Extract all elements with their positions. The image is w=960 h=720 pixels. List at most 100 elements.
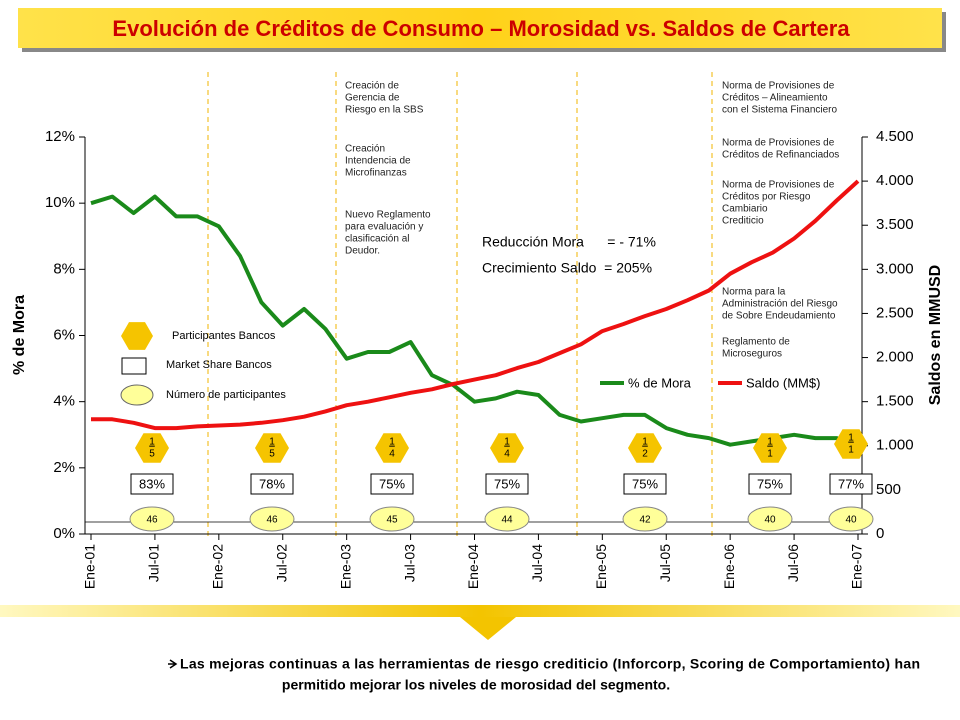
marker-legend-label: Market Share Bancos bbox=[166, 359, 272, 371]
y-tick-label: 6% bbox=[53, 326, 75, 343]
annotation: Microseguros bbox=[722, 349, 782, 360]
market-share-label: 75% bbox=[379, 476, 405, 491]
x-tick-label: Ene-02 bbox=[210, 544, 226, 589]
annotation: Deudor. bbox=[345, 246, 380, 257]
x-tick-label: Jul-01 bbox=[146, 544, 162, 582]
banks-hexagon bbox=[834, 429, 868, 459]
x-tick-label: Jul-03 bbox=[401, 544, 417, 582]
y2-tick-label: 1.500 bbox=[876, 393, 914, 410]
market-share-box bbox=[748, 473, 792, 495]
market-share-box bbox=[623, 473, 667, 495]
y-axis-label: % de Mora bbox=[11, 295, 28, 375]
divider-arrow bbox=[460, 617, 516, 640]
legend-box bbox=[121, 357, 147, 375]
banks-digit: 2 bbox=[642, 449, 648, 460]
participants-label: 40 bbox=[845, 515, 857, 526]
banks-digit: 1 bbox=[848, 433, 854, 444]
banks-digit: 1 bbox=[504, 437, 510, 448]
banks-hexagon bbox=[255, 433, 289, 463]
legend-hexagon bbox=[121, 322, 153, 350]
annotation: Administración del Riesgo bbox=[722, 299, 838, 310]
marker-legend-label: Participantes Bancos bbox=[172, 330, 276, 342]
participants-label: 42 bbox=[639, 515, 651, 526]
y2-tick-label: 1.000 bbox=[876, 437, 914, 454]
summary-text: Crecimiento Saldo = 205% bbox=[482, 260, 652, 276]
annotation: Norma de Provisiones de bbox=[722, 180, 835, 191]
market-share-label: 83% bbox=[139, 476, 165, 491]
annotation: Créditos de Refinanciados bbox=[722, 150, 839, 161]
footer-text: Las mejoras continuas a las herramientas… bbox=[180, 656, 920, 672]
annotation: Cambiario bbox=[722, 204, 768, 215]
participants-ellipse bbox=[484, 506, 530, 532]
banks-digit: 1 bbox=[767, 449, 773, 460]
market-share-label: 77% bbox=[838, 476, 864, 491]
participants-label: 44 bbox=[501, 515, 513, 526]
y-tick-label: 2% bbox=[53, 459, 75, 476]
x-tick-label: Jul-04 bbox=[529, 544, 545, 582]
banks-hexagon bbox=[753, 433, 787, 463]
y2-tick-label: 0 bbox=[876, 525, 884, 542]
annotation: Norma para la bbox=[722, 287, 786, 298]
banks-digit: 4 bbox=[504, 449, 510, 460]
annotation: de Sobre Endeudamiento bbox=[722, 311, 836, 322]
participants-label: 46 bbox=[146, 515, 158, 526]
banks-digit: 1 bbox=[848, 445, 854, 456]
legend-label: Saldo (MM$) bbox=[746, 375, 820, 390]
y-tick-label: 0% bbox=[53, 525, 75, 542]
banks-digit: 5 bbox=[269, 449, 275, 460]
chart-title: Evolución de Créditos de Consumo – Moros… bbox=[112, 16, 850, 41]
banks-digit: 5 bbox=[149, 449, 155, 460]
banks-hexagon bbox=[490, 433, 524, 463]
annotation: Creación de bbox=[345, 81, 399, 92]
y-tick-label: 8% bbox=[53, 260, 75, 277]
annotation: Creación bbox=[345, 144, 385, 155]
participants-label: 40 bbox=[764, 515, 776, 526]
x-tick-label: Ene-03 bbox=[337, 544, 353, 589]
summary-text: Reducción Mora = - 71% bbox=[482, 234, 656, 250]
legend-ellipse bbox=[120, 384, 154, 406]
market-share-label: 75% bbox=[632, 476, 658, 491]
annotation: Microfinanzas bbox=[345, 168, 407, 179]
annotation: con el Sistema Financiero bbox=[722, 105, 837, 116]
banks-digit: 1 bbox=[642, 437, 648, 448]
x-tick-label: Ene-07 bbox=[849, 544, 865, 589]
footer-text: permitido mejorar los niveles de morosid… bbox=[282, 677, 670, 693]
divider-band bbox=[0, 605, 960, 617]
participants-ellipse bbox=[622, 506, 668, 532]
y2-tick-label: 2.500 bbox=[876, 304, 914, 321]
title-box bbox=[18, 8, 942, 48]
annotation: Créditos – Alineamiento bbox=[722, 93, 828, 104]
y2-axis-label: Saldos en MMUSD bbox=[927, 265, 944, 405]
y-tick-label: 12% bbox=[45, 128, 75, 145]
market-share-box bbox=[485, 473, 529, 495]
market-share-box bbox=[250, 473, 294, 495]
marker-legend-label: Número de participantes bbox=[166, 389, 286, 401]
participants-ellipse bbox=[369, 506, 415, 532]
series-line bbox=[91, 179, 860, 431]
x-tick-label: Ene-06 bbox=[721, 544, 737, 589]
annotation: Norma de Provisiones de bbox=[722, 138, 835, 149]
y-tick-label: 10% bbox=[45, 194, 75, 211]
market-share-label: 78% bbox=[259, 476, 285, 491]
x-tick-label: Jul-06 bbox=[785, 544, 801, 582]
participants-label: 45 bbox=[386, 515, 398, 526]
x-tick-label: Jul-05 bbox=[657, 544, 673, 582]
market-share-box bbox=[829, 473, 873, 495]
event-lines bbox=[207, 72, 713, 540]
participants-ellipse bbox=[249, 506, 295, 532]
series-line bbox=[90, 194, 859, 450]
annotation: clasificación al bbox=[345, 234, 409, 245]
participants-ellipse bbox=[828, 506, 874, 532]
y2-tick-label: 4.000 bbox=[876, 172, 914, 189]
annotation: Gerencia de bbox=[345, 93, 400, 104]
banks-digit: 1 bbox=[767, 437, 773, 448]
y2-tick-label: 500 bbox=[876, 481, 901, 498]
x-tick-label: Ene-05 bbox=[593, 544, 609, 589]
bullet bbox=[168, 659, 178, 669]
banks-digit: 4 bbox=[389, 449, 395, 460]
y2-tick-label: 2.000 bbox=[876, 349, 914, 366]
banks-digit: 1 bbox=[149, 437, 155, 448]
banks-digit: 1 bbox=[269, 437, 275, 448]
y-tick-label: 4% bbox=[53, 393, 75, 410]
